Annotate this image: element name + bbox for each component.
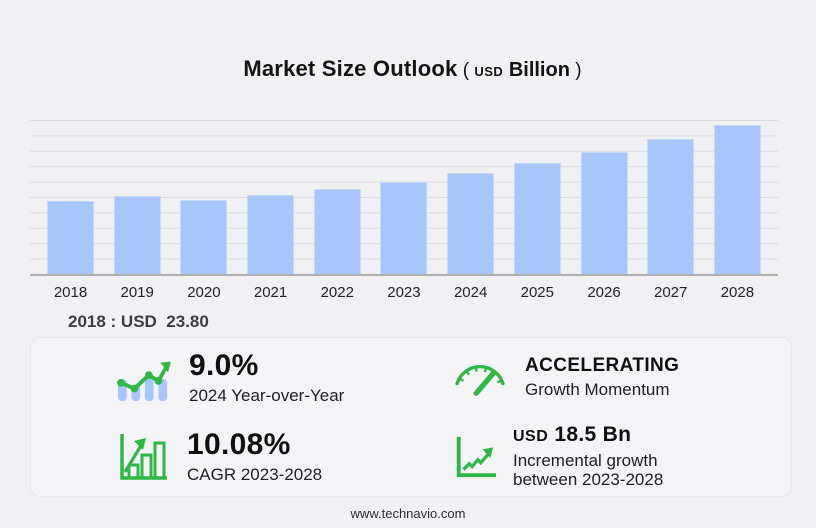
bar-2021	[247, 195, 295, 274]
bar-2025	[513, 163, 561, 274]
bar-2023	[380, 181, 428, 274]
cagr-label: CAGR 2023-2028	[187, 465, 323, 485]
bar-2022	[313, 188, 361, 274]
bar-2028	[713, 124, 761, 274]
title-unit-currency: USD	[474, 64, 504, 79]
chart-title: Market Size Outlook ( USD Billion )	[0, 38, 816, 82]
bar-2019	[113, 196, 161, 274]
stat-growth-momentum: ACCELERATING Growth Momentum	[411, 338, 791, 417]
bar-2018	[47, 200, 94, 274]
bar-2020	[180, 200, 228, 274]
incremental-amount: 18.5 Bn	[554, 423, 632, 447]
x-tick-2022: 2022	[320, 284, 354, 301]
chart-title-main: Market Size Outlook	[243, 56, 458, 81]
x-tick-2024: 2024	[453, 284, 488, 301]
stats-panel: 9.0% 2024 Year-over-Year ACCELERATING Gr…	[30, 337, 792, 497]
yoy-value: 9.0%	[189, 348, 259, 382]
x-tick-2025: 2025	[520, 284, 554, 301]
bars-container	[30, 120, 778, 274]
incremental-value: USD 18.5 Bn	[513, 423, 663, 447]
x-axis-labels: 2018 2019 2020 2021 2022 2023 2024 2025 2026 2027…	[30, 284, 778, 301]
bar-chart-arrow-icon	[120, 433, 167, 480]
title-unit: Billion	[503, 59, 570, 81]
incremental-currency: USD	[513, 428, 549, 446]
x-tick-2019: 2019	[120, 284, 154, 301]
bars-trend-up-icon	[117, 361, 171, 401]
bar-plot	[30, 120, 778, 276]
incremental-label-line2: between 2023-2028	[513, 470, 664, 490]
x-tick-2020: 2020	[187, 284, 221, 301]
bar-2027	[647, 139, 695, 274]
x-tick-2021: 2021	[253, 284, 288, 301]
incremental-label-line1: Incremental growth	[513, 450, 658, 470]
title-paren-close: )	[569, 60, 582, 81]
x-tick-2027: 2027	[654, 284, 688, 301]
yoy-label: 2024 Year-over-Year	[189, 386, 345, 406]
x-tick-2018: 2018	[53, 284, 88, 301]
x-tick-2023: 2023	[387, 284, 421, 301]
x-tick-2028: 2028	[720, 284, 755, 301]
x-tick-2026: 2026	[587, 284, 621, 301]
cagr-value: 10.08%	[187, 427, 291, 461]
base-year-value-note: 2018 : USD 23.80	[68, 312, 209, 331]
bar-2024	[447, 173, 495, 274]
momentum-label: Growth Momentum	[525, 380, 670, 400]
momentum-value: ACCELERATING	[525, 355, 680, 377]
market-size-bar-chart: 2018 2019 2020 2021 2022 2023 2024 2025 2026 2027…	[30, 120, 778, 301]
stat-cagr: 10.08% CAGR 2023-2028	[31, 417, 411, 496]
bar-2026	[580, 152, 628, 274]
technavio-url: www.technavio.com	[350, 506, 466, 521]
title-paren-open: (	[457, 60, 475, 81]
stat-yoy-growth: 9.0% 2024 Year-over-Year	[31, 338, 411, 417]
line-chart-arrow-icon	[456, 436, 496, 477]
speedometer-icon	[455, 364, 505, 396]
stat-incremental-growth: USD 18.5 Bn Incremental growth between 2…	[411, 417, 791, 496]
